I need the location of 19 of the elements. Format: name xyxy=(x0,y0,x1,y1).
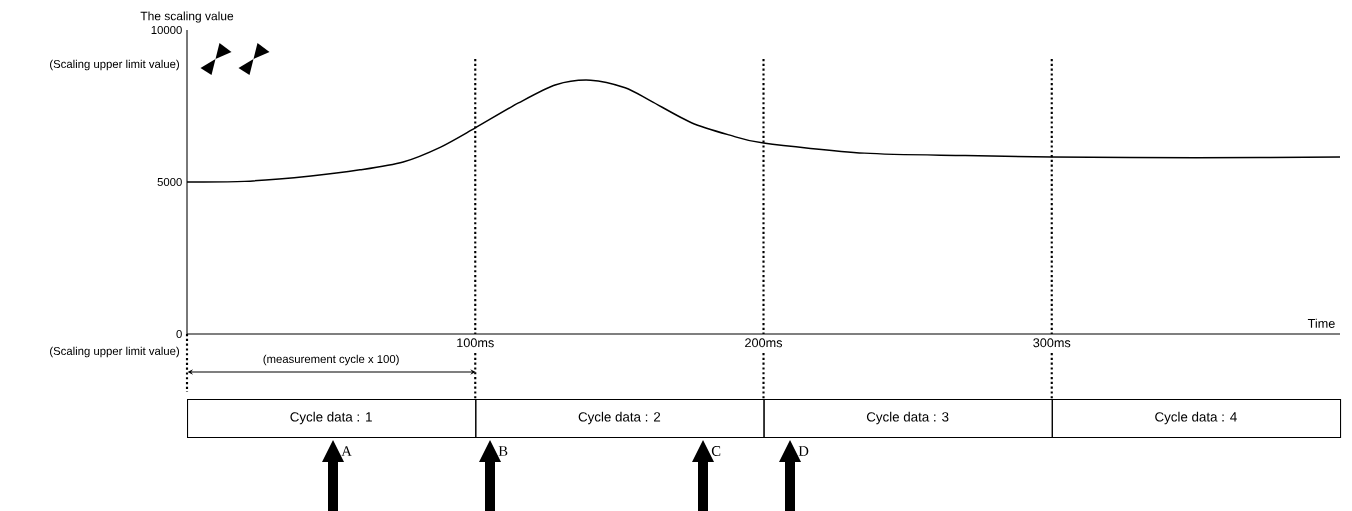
text: Cycle data : 3 xyxy=(866,411,949,425)
x-tick-label: 300ms xyxy=(1033,338,1071,348)
text: Cycle data : 2 xyxy=(578,411,661,425)
text: (measurement cycle x 100) xyxy=(263,354,399,366)
text: A xyxy=(341,446,352,456)
text: Cycle data : 1 xyxy=(290,411,372,425)
text: B xyxy=(498,446,508,456)
y-axis-title: The scaling value xyxy=(140,11,234,23)
y-tick-label: 5000 xyxy=(157,178,182,187)
text: Cycle data : 4 xyxy=(1155,411,1237,425)
y-tick-label: 10000 xyxy=(151,26,182,34)
x-tick-label: 100ms xyxy=(457,338,494,348)
x-tick-label: 200ms xyxy=(745,338,783,348)
x-axis-title: Time xyxy=(1307,318,1335,328)
text: D xyxy=(798,446,809,456)
text: C xyxy=(711,446,721,456)
y-tick-label: 0 xyxy=(176,330,182,339)
text: (Scaling upper limit value) xyxy=(50,59,179,71)
text: (Scaling upper limit value) xyxy=(50,346,179,358)
